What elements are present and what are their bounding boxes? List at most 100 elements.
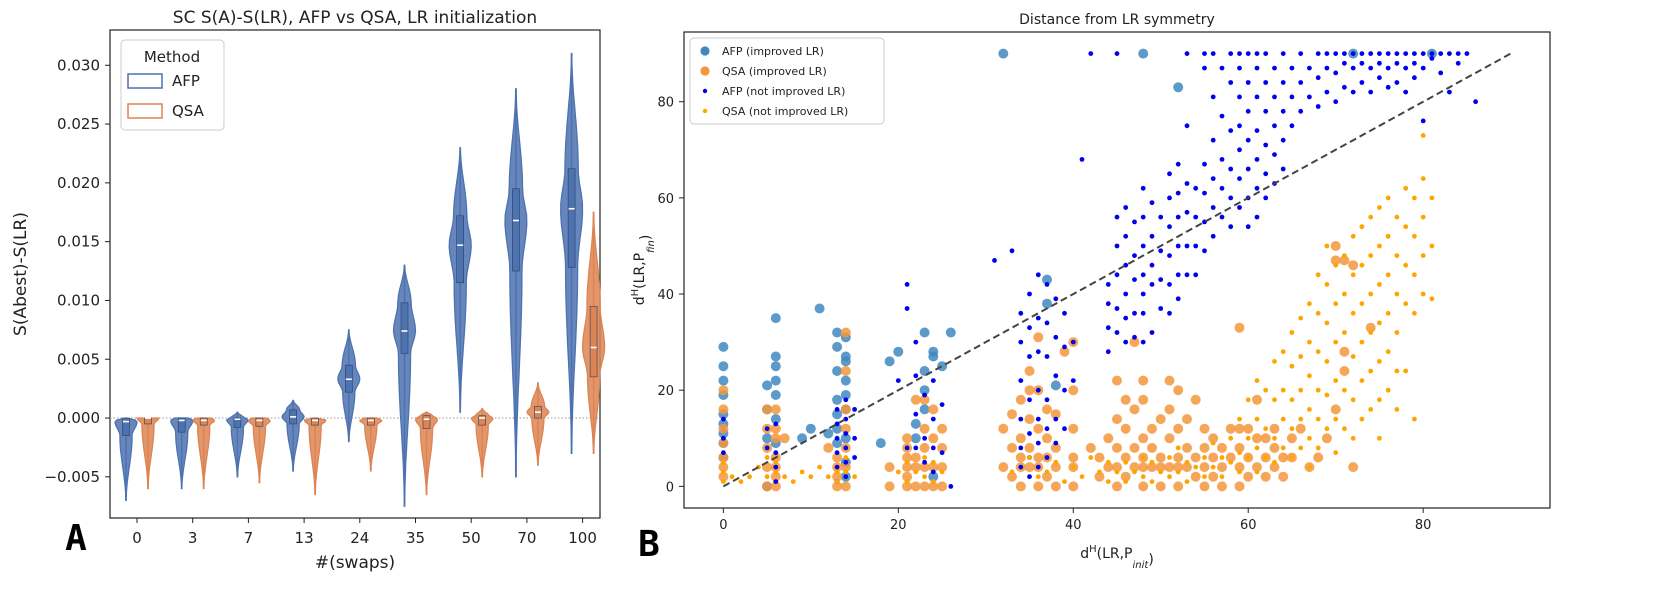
violin-iqr-box	[456, 215, 465, 284]
scatter-point	[902, 452, 913, 463]
scatter-point	[814, 303, 825, 314]
scatter-point	[1123, 233, 1129, 239]
scatter-point	[1280, 137, 1286, 143]
scatter-point	[832, 341, 843, 352]
scatter-point	[1350, 354, 1356, 359]
scatter-point	[1140, 185, 1146, 191]
scatter-point	[1348, 260, 1359, 271]
scatter-point	[1167, 282, 1172, 287]
scatter-point	[1033, 332, 1044, 343]
scatter-point	[1324, 89, 1330, 95]
scatter-point	[843, 431, 849, 436]
scatter-point	[1260, 471, 1271, 482]
y-axis-label-part: d	[632, 296, 648, 305]
scatter-point	[1315, 349, 1321, 355]
scatter-point	[1412, 233, 1417, 239]
scatter-point	[1394, 253, 1400, 258]
scatter-legend	[689, 37, 885, 125]
scatter-point	[1263, 80, 1269, 85]
scatter-point	[832, 438, 843, 449]
scatter-point	[1007, 409, 1017, 420]
scatter-point	[1243, 423, 1254, 434]
scatter-point	[1245, 397, 1251, 403]
scatter-point	[913, 411, 919, 417]
scatter-point	[1155, 462, 1166, 473]
scatter-point	[1097, 469, 1102, 475]
scatter-point	[782, 474, 787, 480]
scatter-point	[1330, 404, 1341, 415]
scatter-point	[919, 462, 930, 473]
scatter-point	[1377, 320, 1382, 326]
scatter-point	[1263, 455, 1269, 460]
scatter-point	[1219, 455, 1225, 460]
scatter-point	[1412, 51, 1417, 56]
scatter-point	[1359, 80, 1365, 85]
scatter-point	[1429, 56, 1435, 61]
scatter-point	[1129, 462, 1140, 473]
series-afp-not-improved-lr-	[721, 51, 1478, 489]
scatter-point	[1385, 387, 1391, 393]
scatter-point	[1112, 481, 1122, 492]
scatter-point	[1105, 459, 1111, 465]
scatter-point	[1123, 459, 1129, 465]
scatter-point	[937, 442, 948, 453]
scatter-point	[1053, 296, 1059, 302]
scatter-point	[1114, 469, 1120, 475]
scatter-point	[1350, 435, 1356, 441]
y-tick-label: 40	[657, 288, 674, 303]
scatter-point	[1272, 65, 1277, 71]
scatter-point	[1234, 481, 1245, 492]
scatter-point	[1228, 128, 1234, 134]
scatter-point	[1112, 462, 1122, 473]
scatter-point	[913, 339, 919, 345]
scatter-point	[1412, 310, 1417, 316]
scatter-point	[1018, 464, 1024, 470]
scatter-point	[1333, 301, 1339, 307]
scatter-point	[764, 474, 770, 480]
scatter-point	[928, 481, 939, 492]
scatter-x-axis-label: dH(LR,Pinit)	[1080, 544, 1154, 571]
scatter-point	[729, 474, 735, 480]
scatter-point	[1289, 397, 1295, 403]
x-axis-label-part: d	[1080, 546, 1089, 562]
scatter-point	[1377, 243, 1382, 249]
scatter-point	[1289, 455, 1295, 460]
scatter-point	[721, 479, 726, 484]
scatter-point	[1009, 469, 1015, 475]
scatter-point	[1385, 195, 1391, 201]
scatter-point	[1412, 60, 1417, 66]
scatter-point	[840, 404, 851, 415]
scatter-point	[1228, 166, 1234, 172]
scatter-point	[922, 455, 927, 460]
scatter-point	[1173, 385, 1184, 396]
scatter-point	[843, 474, 849, 480]
scatter-point	[1112, 375, 1122, 386]
scatter-point	[1298, 315, 1304, 321]
scatter-point	[1184, 123, 1190, 129]
scatter-point	[939, 469, 945, 475]
scatter-point	[1280, 445, 1286, 451]
scatter-point	[1394, 330, 1400, 335]
scatter-point	[1035, 416, 1041, 422]
scatter-point	[1237, 147, 1242, 153]
scatter-point	[910, 481, 921, 492]
scatter-point	[1027, 431, 1032, 436]
scatter-point	[1044, 426, 1050, 432]
scatter-point	[770, 471, 781, 482]
scatter-point	[1359, 51, 1365, 56]
scatter-y-axis-label: dH(LR,Pfin)	[630, 235, 657, 306]
scatter-point	[1103, 433, 1114, 444]
scatter-point	[721, 469, 726, 475]
scatter-point	[1027, 397, 1032, 403]
scatter-point	[1403, 368, 1409, 374]
x-axis-label-part: )	[1148, 552, 1153, 568]
scatter-point	[1158, 469, 1164, 475]
scatter-point	[1289, 330, 1295, 335]
scatter-point	[1298, 416, 1304, 422]
violin-legend-label: QSA	[172, 102, 205, 120]
scatter-point	[1295, 423, 1306, 434]
scatter-point	[1219, 157, 1225, 162]
scatter-point	[1377, 397, 1382, 403]
scatter-point	[1254, 157, 1260, 162]
panel-label-a: A	[65, 518, 87, 559]
